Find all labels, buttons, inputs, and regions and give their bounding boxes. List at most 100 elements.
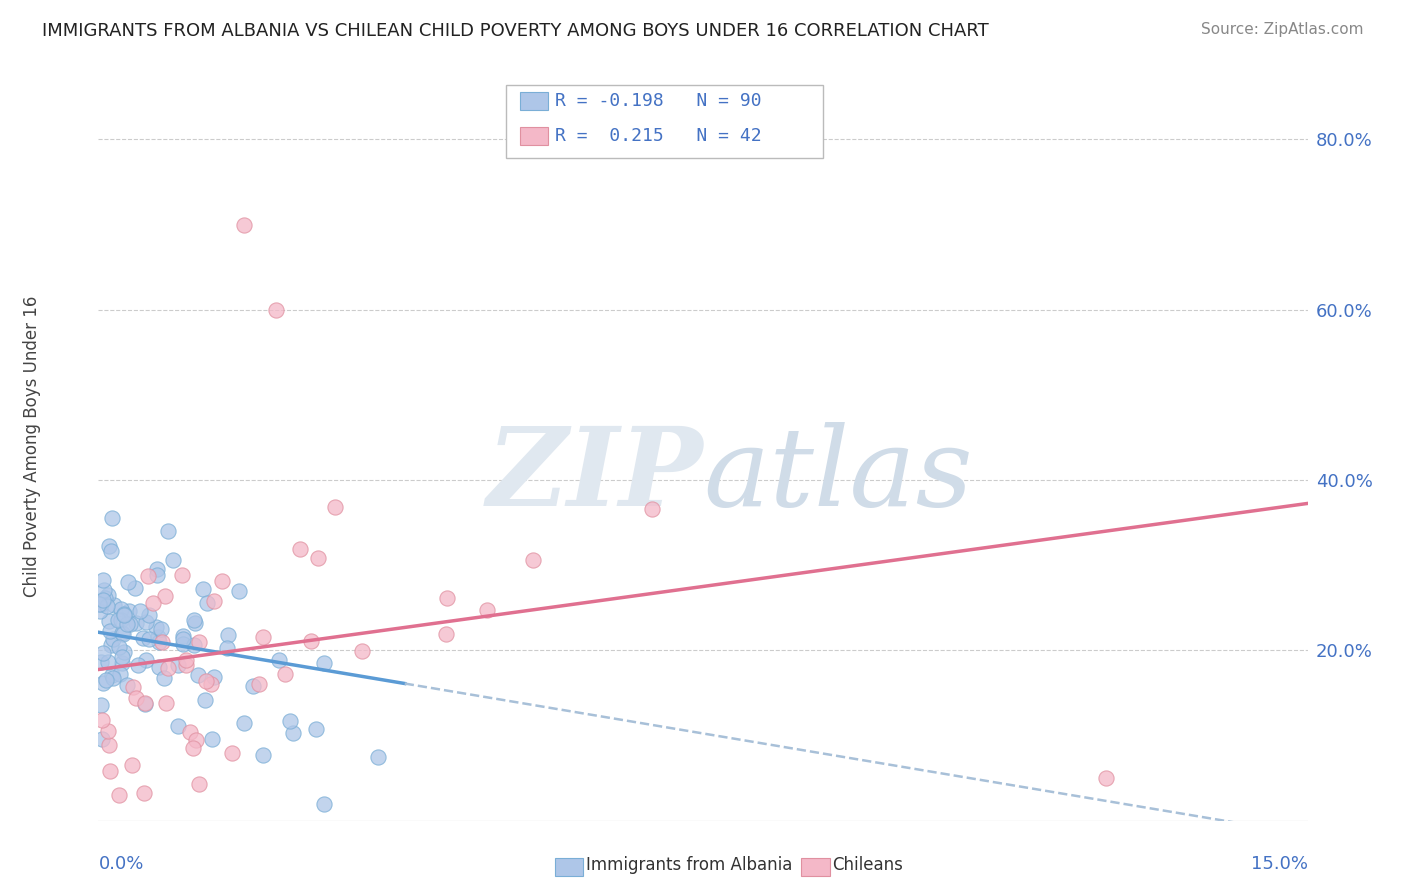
Point	[252, 747, 274, 762]
Point	[98, 614, 121, 628]
Point	[124, 581, 146, 595]
Point	[314, 797, 336, 811]
Point	[194, 693, 217, 707]
Point	[146, 568, 169, 582]
Point	[155, 696, 177, 710]
Point	[183, 615, 205, 630]
Point	[89, 604, 111, 618]
Point	[134, 696, 156, 710]
Point	[101, 632, 124, 647]
Point	[91, 593, 114, 607]
Point	[131, 631, 153, 645]
Point	[312, 657, 335, 671]
Point	[108, 640, 131, 655]
Point	[202, 670, 225, 684]
Point	[112, 607, 135, 622]
Point	[232, 218, 254, 232]
Point	[186, 732, 208, 747]
Point	[146, 630, 169, 644]
Text: Source: ZipAtlas.com: Source: ZipAtlas.com	[1201, 22, 1364, 37]
Point	[156, 661, 179, 675]
Point	[367, 749, 389, 764]
Point	[179, 724, 201, 739]
Point	[146, 562, 169, 576]
Point	[111, 627, 134, 641]
Point	[187, 668, 209, 682]
Point	[91, 675, 114, 690]
Point	[115, 617, 138, 632]
Point	[153, 671, 176, 685]
Point	[194, 673, 217, 688]
Point	[97, 655, 120, 669]
Point	[281, 726, 304, 740]
Point	[135, 653, 157, 667]
Point	[174, 653, 197, 667]
Point	[215, 641, 238, 656]
Point	[172, 632, 194, 646]
Point	[96, 673, 118, 687]
Point	[90, 597, 112, 611]
Point	[127, 658, 149, 673]
Point	[188, 635, 211, 649]
Point	[111, 656, 134, 670]
Point	[96, 599, 118, 613]
Point	[150, 622, 173, 636]
Point	[91, 713, 114, 727]
Point	[475, 602, 498, 616]
Point	[93, 646, 115, 660]
Point	[138, 632, 160, 647]
Point	[436, 627, 458, 641]
Point	[166, 657, 188, 672]
Point	[121, 758, 143, 772]
Point	[90, 655, 112, 669]
Point	[201, 731, 224, 746]
Point	[436, 591, 458, 605]
Text: Child Poverty Among Boys Under 16: Child Poverty Among Boys Under 16	[22, 295, 41, 597]
Point	[264, 302, 287, 317]
Point	[191, 582, 214, 597]
Point	[305, 723, 328, 737]
Point	[93, 582, 115, 597]
Point	[97, 724, 120, 739]
Point	[145, 620, 167, 634]
Point	[197, 596, 219, 610]
Point	[242, 679, 264, 693]
Point	[125, 616, 148, 631]
Point	[641, 501, 664, 516]
Point	[307, 551, 329, 566]
Point	[274, 666, 297, 681]
Point	[135, 615, 157, 629]
Point	[97, 588, 120, 602]
Point	[118, 604, 141, 618]
Point	[112, 607, 135, 622]
Text: 0.0%: 0.0%	[98, 855, 143, 872]
Text: IMMIGRANTS FROM ALBANIA VS CHILEAN CHILD POVERTY AMONG BOYS UNDER 16 CORRELATION: IMMIGRANTS FROM ALBANIA VS CHILEAN CHILD…	[42, 22, 988, 40]
Point	[278, 714, 301, 729]
Point	[252, 630, 274, 644]
Point	[107, 613, 129, 627]
Point	[166, 719, 188, 733]
Point	[269, 653, 291, 667]
Point	[125, 691, 148, 706]
Point	[136, 568, 159, 582]
Point	[217, 628, 239, 642]
Point	[110, 602, 132, 616]
Point	[148, 634, 170, 648]
Point	[153, 589, 176, 603]
Point	[138, 608, 160, 623]
Point	[108, 666, 131, 681]
Point	[98, 539, 121, 553]
Point	[183, 613, 205, 627]
Point	[120, 617, 142, 632]
Point	[117, 575, 139, 590]
Point	[202, 594, 225, 608]
Point	[93, 573, 115, 587]
Point	[172, 629, 194, 643]
Point	[98, 738, 121, 752]
Point	[101, 672, 124, 686]
Point	[522, 552, 544, 566]
Point	[91, 731, 114, 746]
Point	[103, 598, 125, 612]
Point	[188, 777, 211, 791]
Point	[90, 698, 112, 713]
